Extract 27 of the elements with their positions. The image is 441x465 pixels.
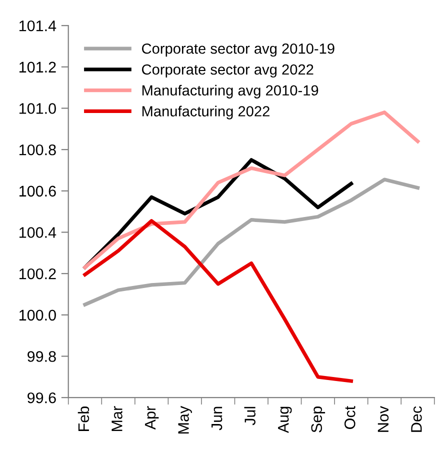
- line-series: [83, 178, 420, 306]
- x-tick-label: Sep: [311, 406, 326, 432]
- x-tick-label: Dec: [411, 406, 422, 432]
- legend-label: Corporate sector avg 2022: [142, 64, 314, 78]
- x-tick-label: May: [178, 406, 192, 434]
- y-tick-label: 99.6: [28, 392, 56, 404]
- x-tick-label: Nov: [378, 406, 389, 432]
- y-tick-label: 101.0: [19, 103, 56, 114]
- legend-label: Manufacturing avg 2010-19: [142, 84, 318, 98]
- y-tick-label: 100.2: [19, 268, 56, 280]
- x-tick-label: Feb: [78, 406, 90, 431]
- line-series: [83, 219, 353, 383]
- x-tick-label: Jul: [244, 406, 256, 426]
- y-tick-label: 101.4: [19, 20, 56, 32]
- x-tick-label: Apr: [144, 406, 159, 430]
- y-tick-label: 101.2: [19, 62, 56, 73]
- y-tick-label: 100.6: [19, 186, 56, 197]
- y-tick-label: 100.4: [19, 227, 56, 238]
- y-tick-label: 99.8: [28, 351, 56, 362]
- x-tick-label: Aug: [278, 406, 292, 434]
- y-tick-label: 100.8: [19, 144, 56, 156]
- x-tick-label: Mar: [112, 406, 122, 431]
- x-tick-label: Jun: [212, 406, 222, 430]
- y-tick-label: 100.0: [19, 310, 56, 321]
- legend-label: Manufacturing 2022: [142, 106, 270, 120]
- x-tick-label: Oct: [344, 406, 356, 429]
- legend-label: Corporate sector avg 2010-19: [142, 43, 334, 57]
